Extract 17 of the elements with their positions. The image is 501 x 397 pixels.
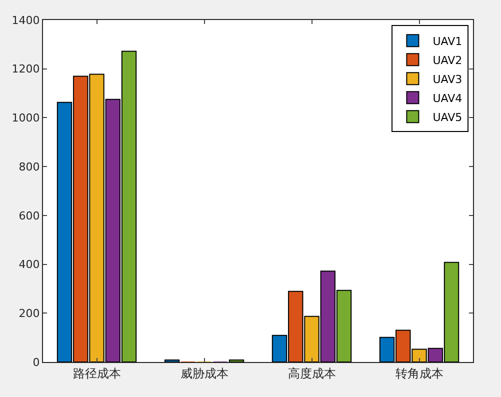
y-tick-label: 200	[18, 306, 40, 320]
x-tick-label: 路径成本	[72, 366, 121, 380]
y-tick-label: 0	[32, 356, 40, 369]
legend-label: UAV4	[432, 92, 462, 105]
x-tick-label: 威胁成本	[180, 366, 228, 380]
y-tick-label: 800	[18, 160, 40, 174]
y-tick-label: 1200	[12, 62, 40, 76]
legend-label: UAV3	[432, 72, 462, 86]
legend-label: UAV1	[432, 34, 462, 48]
y-tick-label: 400	[18, 258, 40, 272]
legend-label: UAV2	[432, 54, 462, 67]
y-tick-label: 1000	[12, 112, 40, 125]
x-tick-label: 转角成本	[395, 366, 444, 380]
y-tick-label: 600	[18, 209, 40, 222]
legend-label: UAV5	[432, 110, 462, 124]
x-tick-label: 高度成本	[288, 366, 336, 380]
y-tick-label: 1400	[12, 14, 40, 27]
